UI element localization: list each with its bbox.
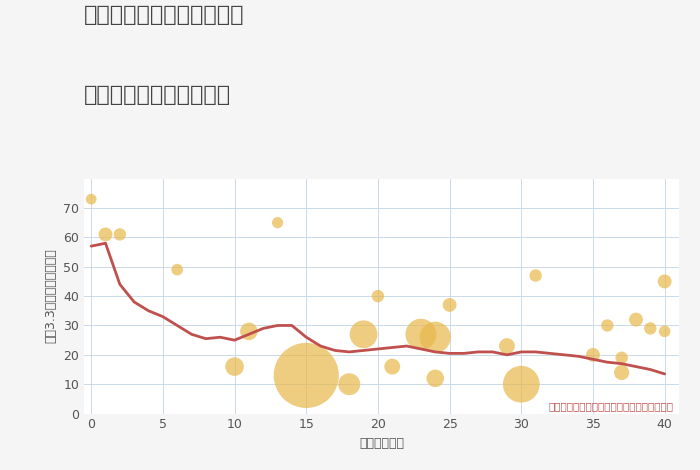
Point — [659, 278, 671, 285]
Point — [100, 231, 111, 238]
Point — [501, 342, 512, 350]
Point — [300, 372, 312, 379]
Text: 円の大きさは、取引のあった物件面積を示す: 円の大きさは、取引のあった物件面積を示す — [548, 401, 673, 411]
X-axis label: 築年数（年）: 築年数（年） — [359, 437, 404, 450]
Text: 築年数別中古戸建て価格: 築年数別中古戸建て価格 — [84, 85, 231, 105]
Point — [358, 330, 369, 338]
Point — [85, 196, 97, 203]
Point — [616, 354, 627, 361]
Point — [372, 292, 384, 300]
Point — [430, 334, 441, 341]
Point — [631, 316, 642, 323]
Point — [530, 272, 541, 279]
Point — [616, 368, 627, 376]
Y-axis label: 坪（3.3㎡）単価（万円）: 坪（3.3㎡）単価（万円） — [45, 249, 57, 344]
Point — [444, 301, 455, 309]
Point — [645, 325, 656, 332]
Point — [114, 231, 125, 238]
Point — [172, 266, 183, 274]
Point — [587, 351, 598, 359]
Point — [272, 219, 284, 227]
Point — [344, 381, 355, 388]
Point — [386, 363, 398, 370]
Point — [659, 328, 671, 335]
Point — [244, 328, 255, 335]
Point — [602, 321, 613, 329]
Text: 兵庫県豊岡市出石町寺町の: 兵庫県豊岡市出石町寺町の — [84, 5, 244, 25]
Point — [229, 363, 240, 370]
Point — [430, 375, 441, 382]
Point — [516, 381, 527, 388]
Point — [415, 330, 426, 338]
